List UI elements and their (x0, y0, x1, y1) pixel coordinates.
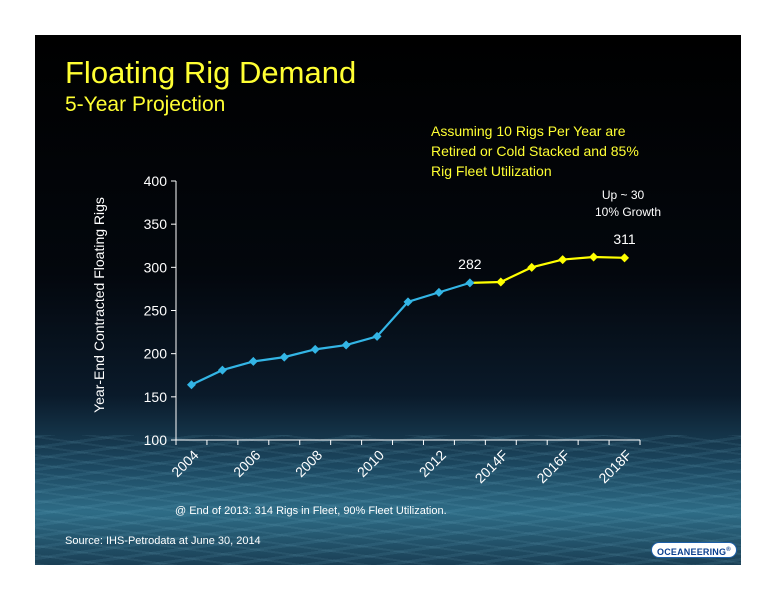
data-point (403, 297, 413, 307)
data-point (248, 356, 258, 366)
series-line (190, 281, 471, 386)
data-point (310, 344, 320, 354)
y-tick-label: 300 (144, 259, 168, 275)
assumption-note: Assuming 10 Rigs Per Year are Retired or… (431, 121, 701, 181)
x-tick-label: 2006 (230, 447, 263, 480)
y-tick-label: 200 (144, 346, 168, 362)
x-tick-label: 2010 (354, 447, 387, 480)
data-point (527, 262, 537, 272)
assumption-line: Assuming 10 Rigs Per Year are (431, 123, 626, 139)
assumption-line: Retired or Cold Stacked and 85% (431, 143, 639, 159)
data-point (620, 253, 630, 263)
growth-note-line: 10% Growth (595, 205, 661, 219)
data-label: 282 (458, 256, 482, 272)
y-tick-label: 100 (144, 432, 168, 448)
logo-text: OCEANEERING (657, 547, 727, 557)
data-point (589, 252, 599, 262)
chart-axes: 100 150 200 250 300 350 400 2004 2006 2008 2010 201… (144, 173, 641, 486)
x-tick-label: 2016F (533, 447, 572, 486)
data-point (186, 380, 196, 390)
source-note: Source: IHS-Petrodata at June 30, 2014 (65, 535, 261, 547)
oceaneering-logo: OCEANEERING® (651, 542, 737, 558)
growth-note-line: Up ~ 30 (602, 188, 645, 202)
data-point (279, 352, 289, 362)
data-point (341, 340, 351, 350)
data-label: 311 (613, 231, 636, 247)
data-point (217, 365, 227, 375)
chart-marks: 282 311 (186, 231, 636, 390)
data-point (496, 277, 506, 287)
data-point (465, 278, 475, 288)
x-tick-label: 2018F (595, 447, 634, 486)
series-line (469, 255, 625, 284)
y-tick-label: 150 (144, 389, 168, 405)
data-point (372, 331, 382, 341)
y-tick-label: 250 (144, 303, 168, 319)
assumption-line: Rig Fleet Utilization (431, 163, 552, 179)
rig-demand-chart: 100 150 200 250 300 350 400 2004 2006 2008 2010 201… (91, 173, 661, 486)
x-tick-label: 2014F (472, 447, 511, 486)
x-tick-label: 2012 (416, 447, 449, 480)
x-tick-label: 2004 (168, 447, 201, 480)
footnote: @ End of 2013: 314 Rigs in Fleet, 90% Fl… (175, 505, 447, 517)
slide: Floating Rig Demand 5-Year Projection As… (35, 35, 741, 565)
y-tick-label: 400 (144, 173, 168, 189)
data-point (434, 287, 444, 297)
y-tick-label: 350 (144, 216, 168, 232)
y-axis-title: Year-End Contracted Floating Rigs (91, 197, 107, 413)
data-point (558, 255, 568, 265)
x-tick-label: 2008 (292, 447, 325, 480)
page-title: Floating Rig Demand (65, 55, 357, 90)
page-subtitle: 5-Year Projection (65, 93, 226, 116)
